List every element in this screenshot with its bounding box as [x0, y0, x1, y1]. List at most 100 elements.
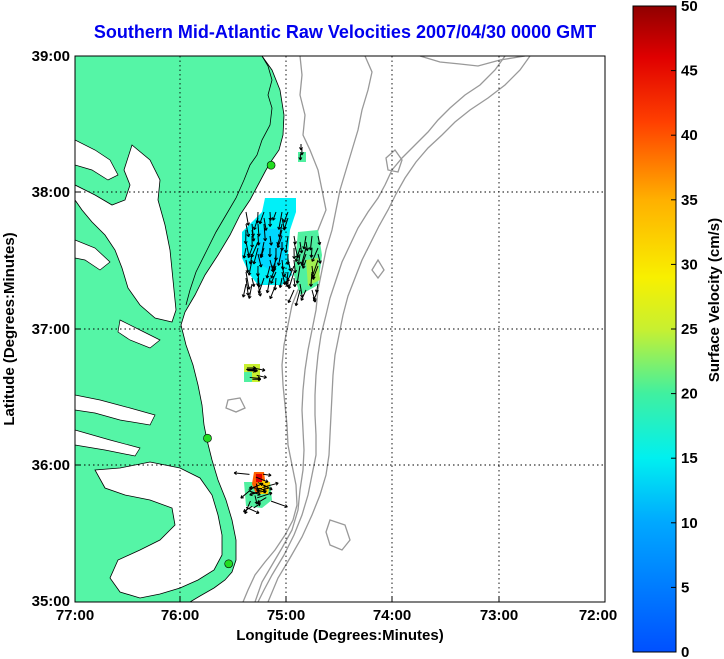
velocity-vector: [300, 289, 307, 301]
y-tick-label: 38:00: [32, 184, 70, 201]
y-axis-label: Latitude (Degrees:Minutes): [1, 232, 18, 425]
velocity-vector: [242, 247, 247, 259]
velocity-vector: [294, 247, 301, 262]
velocity-vector: [270, 271, 277, 284]
velocity-vector: [311, 265, 319, 280]
velocity-vector: [241, 283, 247, 298]
velocity-vector: [296, 253, 301, 265]
velocity-vector: [245, 259, 250, 274]
velocity-vector: [287, 259, 293, 272]
velocity-vector: [250, 235, 255, 248]
colorbar-tick: 35: [681, 192, 698, 209]
radar-station-marker: [224, 559, 233, 569]
velocity-vector: [247, 259, 253, 276]
colorbar-tick: 50: [681, 0, 698, 15]
velocity-vector: [317, 235, 322, 246]
velocity-vector: [249, 376, 261, 381]
velocity-vector: [262, 481, 279, 488]
colorbar-label: Surface Velocity (cm/s): [706, 218, 723, 382]
velocity-vector: [251, 489, 267, 494]
velocity-vector: [252, 247, 259, 265]
pamlico-sound: [94, 461, 223, 599]
velocity-vector: [302, 235, 307, 250]
x-tick-label: 72:00: [579, 607, 617, 624]
velocity-vector: [268, 217, 273, 227]
x-tick-label: 73:00: [480, 607, 518, 624]
radar-station-marker: [203, 433, 212, 443]
velocity-vector: [278, 277, 283, 288]
radar-station-marker: [266, 160, 276, 170]
chesapeake-bay: [75, 144, 177, 323]
velocity-vector: [295, 265, 301, 284]
velocity-vector: [240, 486, 255, 499]
velocity-vector: [282, 211, 289, 223]
colorbar-tick: 5: [681, 579, 689, 596]
velocity-vector: [294, 289, 301, 307]
velocity-vector: [301, 259, 307, 269]
velocity-vector: [299, 144, 303, 151]
velocity-vector: [317, 253, 322, 264]
velocity-vector: [267, 247, 272, 258]
velocity-vector: [299, 241, 304, 254]
velocity-vector: [309, 247, 314, 258]
velocity-vector: [263, 223, 268, 242]
velocity-vectors: [233, 144, 322, 515]
velocity-vector: [277, 211, 283, 230]
velocity-vector: [262, 473, 272, 477]
map-title: Southern Mid-Atlantic Raw Velocities 200…: [93, 22, 597, 42]
velocity-vector: [265, 277, 271, 294]
velocity-vector: [245, 211, 250, 226]
velocity-vector: [286, 265, 295, 282]
velocity-vector: [259, 247, 265, 259]
velocity-vector: [254, 495, 259, 505]
colorbar-tick: 25: [681, 321, 698, 338]
velocity-vector: [255, 476, 269, 483]
velocity-vector: [298, 154, 303, 161]
velocity-vector: [257, 277, 265, 294]
velocity-vector: [252, 217, 259, 231]
velocity-vector: [245, 223, 251, 238]
y-tick-label: 39:00: [32, 48, 70, 65]
colorbar-tick: 15: [681, 450, 698, 467]
velocity-vector: [292, 247, 297, 260]
velocity-vector: [257, 283, 262, 297]
velocity-vector: [269, 283, 277, 300]
y-tick-label: 37:00: [32, 321, 70, 338]
velocity-vector: [311, 289, 317, 303]
x-tick-label: 75:00: [267, 607, 305, 624]
velocity-vector: [243, 505, 253, 513]
colorbar-tick: 30: [681, 256, 698, 273]
colorbar-tick: 45: [681, 63, 698, 80]
velocity-vector: [299, 149, 304, 156]
velocity-vector: [233, 471, 250, 476]
bathymetry-contours: [225, 56, 531, 602]
x-tick-label: 77:00: [56, 607, 94, 624]
colorbar-gradient: [632, 5, 677, 653]
velocity-vector: [269, 235, 273, 246]
velocity-vector: [258, 211, 265, 225]
velocity-vector: [271, 259, 277, 269]
velocity-vector: [256, 491, 273, 499]
x-axis: 77:00 76:00 75:00 74:00 73:00 72:00 Long…: [56, 596, 617, 644]
velocity-vector: [265, 265, 271, 279]
colorbar-tick: 10: [681, 515, 698, 532]
velocity-vector: [248, 482, 264, 490]
colorbar-tick: 20: [681, 386, 698, 403]
colorbar-tick: 40: [681, 127, 698, 144]
velocity-vector: [271, 211, 277, 221]
radar-stations: [203, 160, 276, 569]
velocity-vector: [245, 277, 250, 296]
y-axis: 39:00 38:00 37:00 36:00 35:00 Latitude (…: [1, 48, 81, 610]
velocity-vector: [250, 241, 259, 258]
velocity-vector: [257, 253, 263, 268]
colorbar-tick: 0: [681, 644, 689, 659]
y-tick-label: 36:00: [32, 457, 70, 474]
velocity-vector: [293, 259, 298, 274]
velocity-vector: [247, 283, 253, 299]
velocity-vector: [247, 247, 253, 259]
x-tick-label: 76:00: [161, 607, 199, 624]
velocity-vector: [253, 502, 261, 509]
velocity-vector: [287, 289, 295, 304]
grid-lines: [75, 56, 605, 602]
velocity-vector: [311, 247, 319, 262]
